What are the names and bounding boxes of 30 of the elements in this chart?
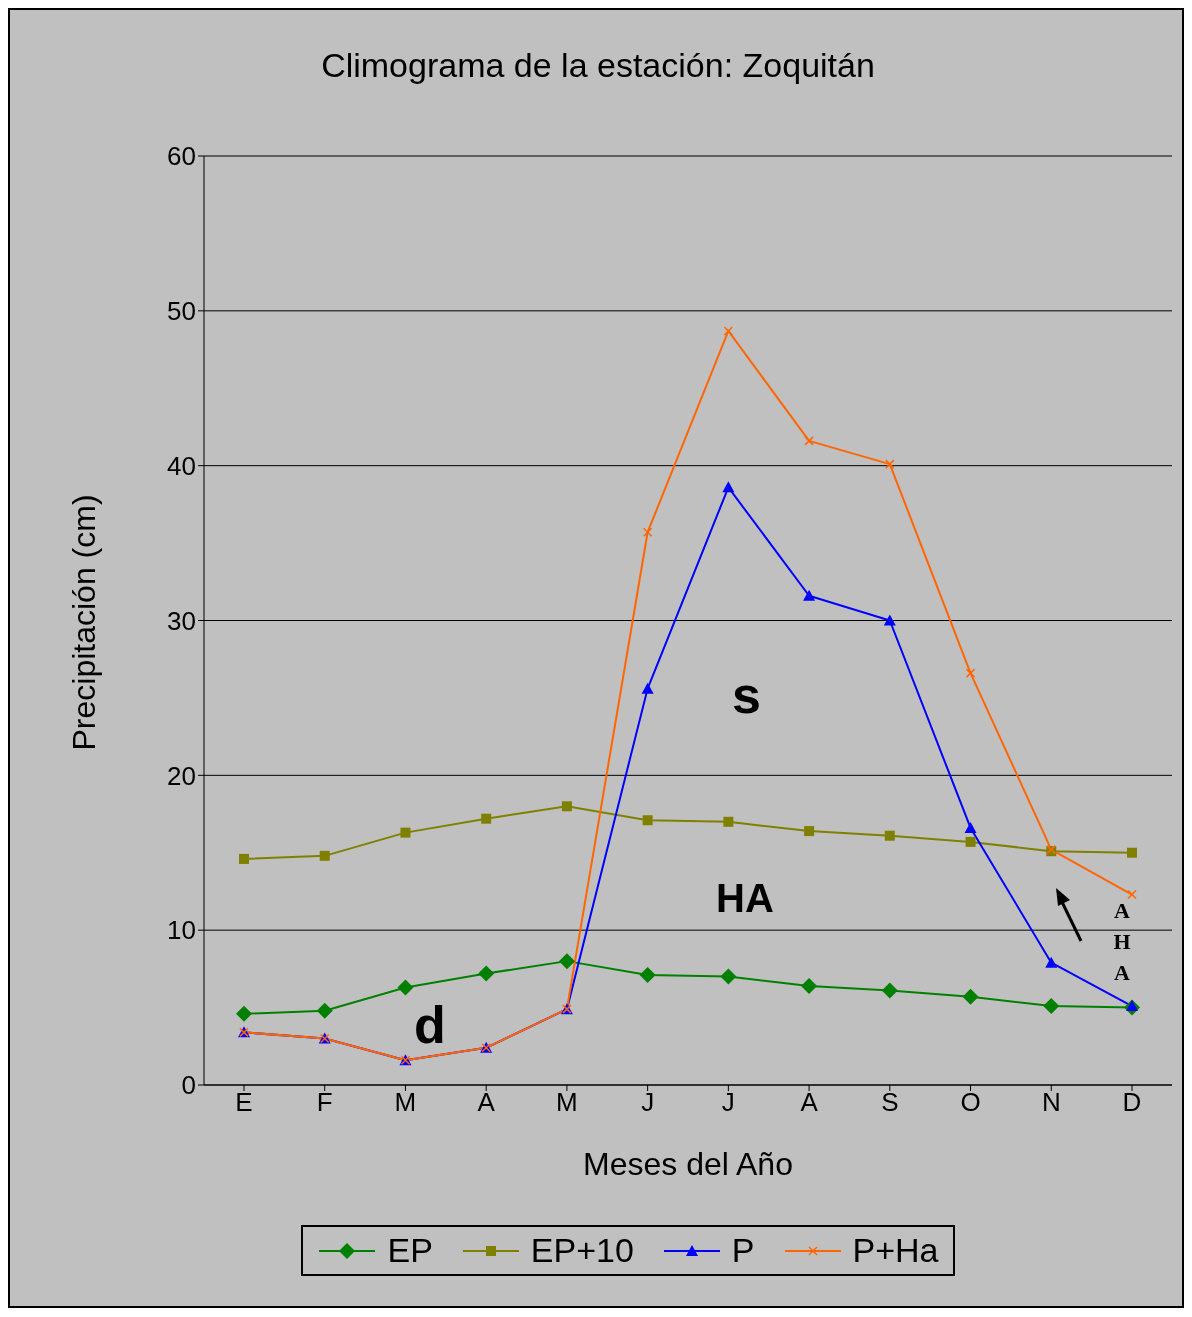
chart-title: Climograma de la estación: Zoquitán bbox=[320, 46, 876, 85]
x-tick-label: J bbox=[721, 1087, 735, 1118]
legend-label: EP bbox=[387, 1231, 433, 1270]
annotation: AHA bbox=[1112, 897, 1132, 987]
x-tick-label: D bbox=[1122, 1087, 1142, 1118]
x-tick-label: M bbox=[556, 1087, 578, 1118]
y-tick-label: 20 bbox=[167, 760, 196, 791]
annotation: s bbox=[732, 665, 761, 725]
x-tick-label: A bbox=[477, 1087, 496, 1118]
x-tick-label: N bbox=[1041, 1087, 1061, 1118]
y-tick-label: 50 bbox=[167, 296, 196, 327]
x-tick-label: S bbox=[881, 1087, 899, 1118]
y-tick-label: 60 bbox=[167, 141, 196, 172]
x-tick-label: J bbox=[641, 1087, 655, 1118]
y-tick-label: 10 bbox=[167, 915, 196, 946]
x-tick-label: M bbox=[394, 1087, 417, 1118]
legend-label: P+Ha bbox=[852, 1231, 939, 1270]
x-tick-label: F bbox=[316, 1087, 333, 1118]
y-axis-title: Precipitación (cm) bbox=[66, 494, 103, 751]
x-tick-label: E bbox=[235, 1087, 253, 1118]
y-tick-label: 40 bbox=[167, 450, 196, 481]
legend-label: P bbox=[731, 1231, 755, 1270]
y-tick-label: 0 bbox=[181, 1070, 196, 1101]
annotation: d bbox=[414, 995, 446, 1055]
legend-label: EP+10 bbox=[530, 1231, 634, 1270]
x-tick-label: O bbox=[960, 1087, 981, 1118]
y-tick-label: 30 bbox=[167, 605, 196, 636]
x-axis-title: Meses del Año bbox=[583, 1146, 793, 1182]
annotation: HA bbox=[716, 876, 774, 921]
x-tick-label: A bbox=[800, 1087, 819, 1118]
